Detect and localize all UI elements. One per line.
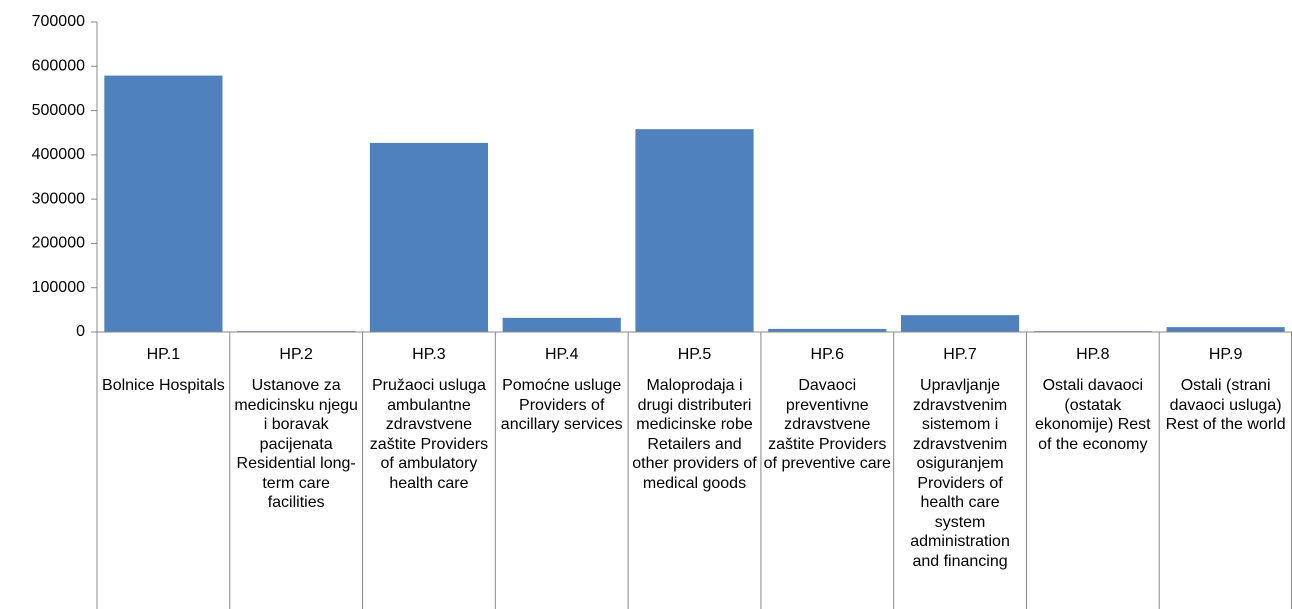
y-tick-label: 300000: [32, 190, 85, 207]
x-tick-label: HP.4: [545, 346, 579, 363]
category-description: Upravljanje zdravstvenim sistemom i zdra…: [910, 377, 1010, 570]
x-tick-label: HP.2: [279, 346, 313, 363]
x-tick-label: HP.9: [1209, 346, 1243, 363]
x-tick-label: HP.7: [943, 346, 977, 363]
y-tick-label: 0: [76, 323, 85, 340]
x-tick-label: HP.3: [412, 346, 446, 363]
y-tick-label: 700000: [32, 13, 85, 30]
y-tick-label: 200000: [32, 235, 85, 252]
bar: [900, 315, 1020, 332]
category-description: Ustanove za medicinsku njegu i boravak p…: [234, 377, 358, 511]
bar: [104, 75, 223, 332]
bar: [502, 317, 621, 332]
category-description: Pružaoci usluga ambulantne zdravstvene z…: [369, 377, 489, 492]
bar: [369, 142, 489, 332]
category-description: Maloprodaja i drugi distributeri medicin…: [632, 377, 757, 492]
bar: [768, 328, 887, 332]
x-tick-label: HP.1: [147, 346, 181, 363]
x-tick-label: HP.8: [1076, 346, 1110, 363]
y-tick-label: 100000: [32, 279, 85, 296]
bar: [635, 129, 754, 332]
y-tick-label: 600000: [32, 58, 85, 75]
y-tick-label: 400000: [32, 146, 85, 163]
y-tick-label: 500000: [32, 102, 85, 119]
x-tick-label: HP.5: [678, 346, 712, 363]
category-description: Ostali (strani davaoci usluga) Rest of t…: [1165, 377, 1286, 433]
category-description: Davaoci preventivne zdravstvene zaštite …: [763, 377, 891, 472]
category-description: Pomoćne usluge Providers of ancillary se…: [500, 377, 623, 433]
category-description: Ostali davaoci (ostatak ekonomije) Rest …: [1035, 377, 1151, 453]
x-tick-label: HP.6: [811, 346, 845, 363]
bar: [1166, 327, 1285, 332]
category-description: Bolnice Hospitals: [102, 377, 225, 394]
